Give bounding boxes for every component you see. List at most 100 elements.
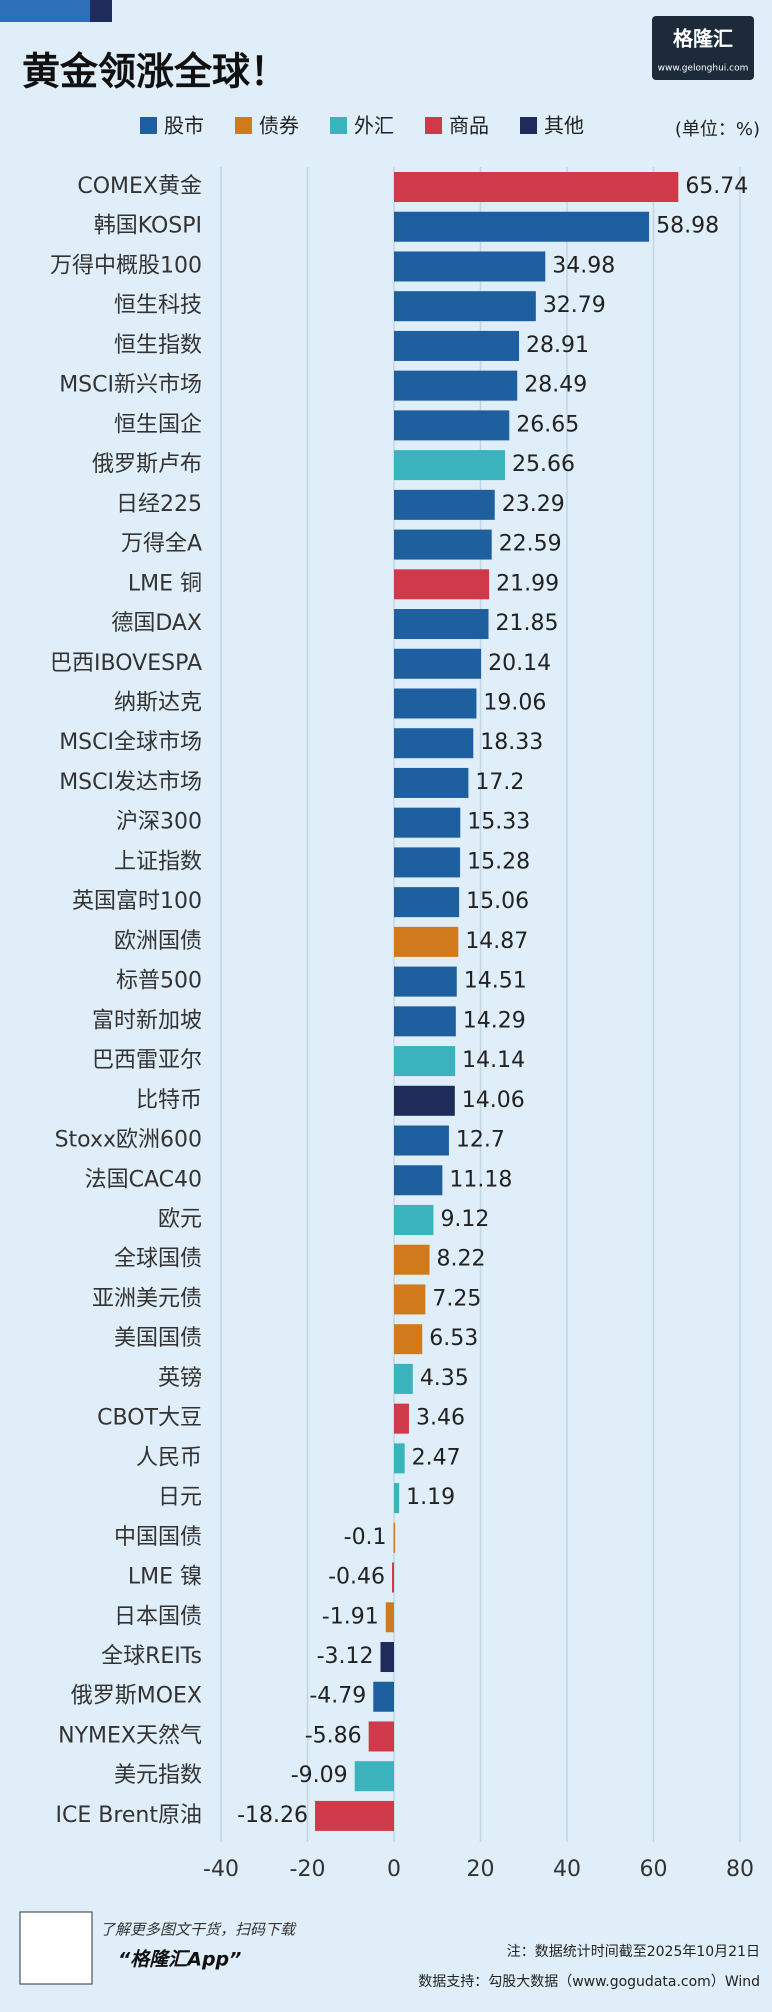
value-label: 32.79 — [543, 293, 606, 318]
value-label: 6.53 — [429, 1326, 478, 1351]
category-label: 俄罗斯MOEX — [71, 1684, 202, 1709]
decor — [0, 0, 90, 22]
legend-swatch — [520, 117, 537, 134]
bar — [394, 450, 505, 481]
bar — [394, 1165, 443, 1196]
bar — [394, 609, 489, 640]
footer-note: 注：数据统计时间截至2025年10月21日 — [507, 1944, 760, 1960]
value-label: 1.19 — [406, 1485, 455, 1510]
x-tick-label: -40 — [203, 1857, 239, 1882]
bar — [394, 1483, 400, 1514]
legend-label: 其他 — [544, 114, 584, 138]
x-tick-label: 20 — [467, 1857, 495, 1882]
value-label: 28.91 — [526, 333, 589, 358]
category-label: 比特币 — [136, 1088, 202, 1113]
value-label: 21.99 — [496, 571, 559, 596]
value-label: 2.47 — [412, 1445, 461, 1470]
bar — [394, 966, 457, 997]
bar — [394, 1006, 456, 1037]
legend-swatch — [235, 117, 252, 134]
category-label: 全球REITs — [101, 1644, 202, 1669]
value-label: 34.98 — [552, 253, 615, 278]
category-label: CBOT大豆 — [97, 1406, 202, 1431]
bar — [354, 1761, 394, 1792]
x-tick-label: 80 — [726, 1857, 754, 1882]
value-label: -0.1 — [344, 1525, 387, 1550]
value-label: 20.14 — [488, 651, 551, 676]
category-label: 美元指数 — [114, 1763, 202, 1788]
value-label: 18.33 — [480, 730, 543, 755]
bar — [394, 489, 495, 520]
category-label: 万得中概股100 — [50, 253, 202, 278]
category-label: COMEX黄金 — [77, 174, 202, 199]
category-label: 恒生国企 — [114, 412, 202, 437]
category-label: 美国国债 — [114, 1326, 202, 1351]
category-label: 德国DAX — [111, 611, 202, 636]
legend-label: 债券 — [259, 114, 299, 138]
category-label: 上证指数 — [114, 849, 202, 874]
value-label: 28.49 — [524, 373, 587, 398]
bar — [393, 1522, 396, 1553]
value-label: -1.91 — [322, 1604, 379, 1629]
logo — [652, 16, 754, 80]
category-label: 沪深300 — [116, 810, 202, 835]
legend-label: 股市 — [164, 114, 204, 138]
value-label: -4.79 — [309, 1684, 366, 1709]
category-label: MSCI全球市场 — [59, 730, 202, 755]
category-label: 欧洲国债 — [114, 929, 202, 954]
bar — [394, 807, 461, 838]
value-label: 15.06 — [466, 889, 529, 914]
decor — [90, 0, 112, 22]
category-label: 俄罗斯卢布 — [92, 452, 202, 477]
value-label: 23.29 — [502, 492, 565, 517]
category-label: 万得全A — [121, 532, 202, 557]
footer-promo: 了解更多图文干货，扫码下载 — [100, 1921, 297, 1939]
value-label: -3.12 — [317, 1644, 374, 1669]
legend-label: 外汇 — [354, 114, 394, 138]
value-label: 14.14 — [462, 1048, 525, 1073]
value-label: -9.09 — [291, 1763, 348, 1788]
value-label: 21.85 — [496, 611, 559, 636]
bar — [394, 251, 546, 282]
bar — [394, 1204, 434, 1235]
bar — [394, 569, 490, 600]
bar — [394, 926, 459, 957]
bar — [394, 648, 482, 679]
category-label: 日经225 — [116, 492, 202, 517]
bar — [368, 1721, 394, 1752]
legend-swatch — [140, 117, 157, 134]
bar — [394, 291, 536, 322]
x-tick-label: -20 — [290, 1857, 326, 1882]
category-label: 人民币 — [136, 1445, 202, 1470]
category-label: 亚洲美元债 — [92, 1286, 202, 1311]
bar — [392, 1562, 394, 1593]
bar — [380, 1642, 394, 1673]
category-label: 巴西雷亚尔 — [92, 1048, 202, 1073]
legend-swatch — [330, 117, 347, 134]
category-label: 日元 — [158, 1485, 202, 1510]
value-label: 19.06 — [483, 690, 546, 715]
x-tick-label: 0 — [387, 1857, 401, 1882]
category-label: 全球国债 — [114, 1247, 202, 1272]
value-label: 12.7 — [456, 1128, 505, 1153]
footer-app: “格隆汇App” — [118, 1949, 241, 1971]
value-label: -5.86 — [305, 1723, 362, 1748]
bar — [394, 1085, 455, 1116]
category-label: ICE Brent原油 — [55, 1803, 202, 1828]
value-label: 14.06 — [462, 1088, 525, 1113]
bar — [394, 1284, 426, 1315]
bar — [394, 410, 510, 441]
value-label: 14.87 — [465, 929, 528, 954]
category-label: 法国CAC40 — [85, 1167, 202, 1192]
bar — [394, 688, 477, 719]
bar — [394, 1046, 456, 1077]
value-label: 15.33 — [467, 810, 530, 835]
category-label: MSCI发达市场 — [59, 770, 202, 795]
footer-source: 数据支持：勾股大数据（www.gogudata.com）Wind — [418, 1974, 760, 1990]
bar — [394, 1403, 409, 1434]
bar — [394, 728, 474, 759]
value-label: 3.46 — [416, 1406, 465, 1431]
category-label: 纳斯达克 — [114, 690, 202, 715]
